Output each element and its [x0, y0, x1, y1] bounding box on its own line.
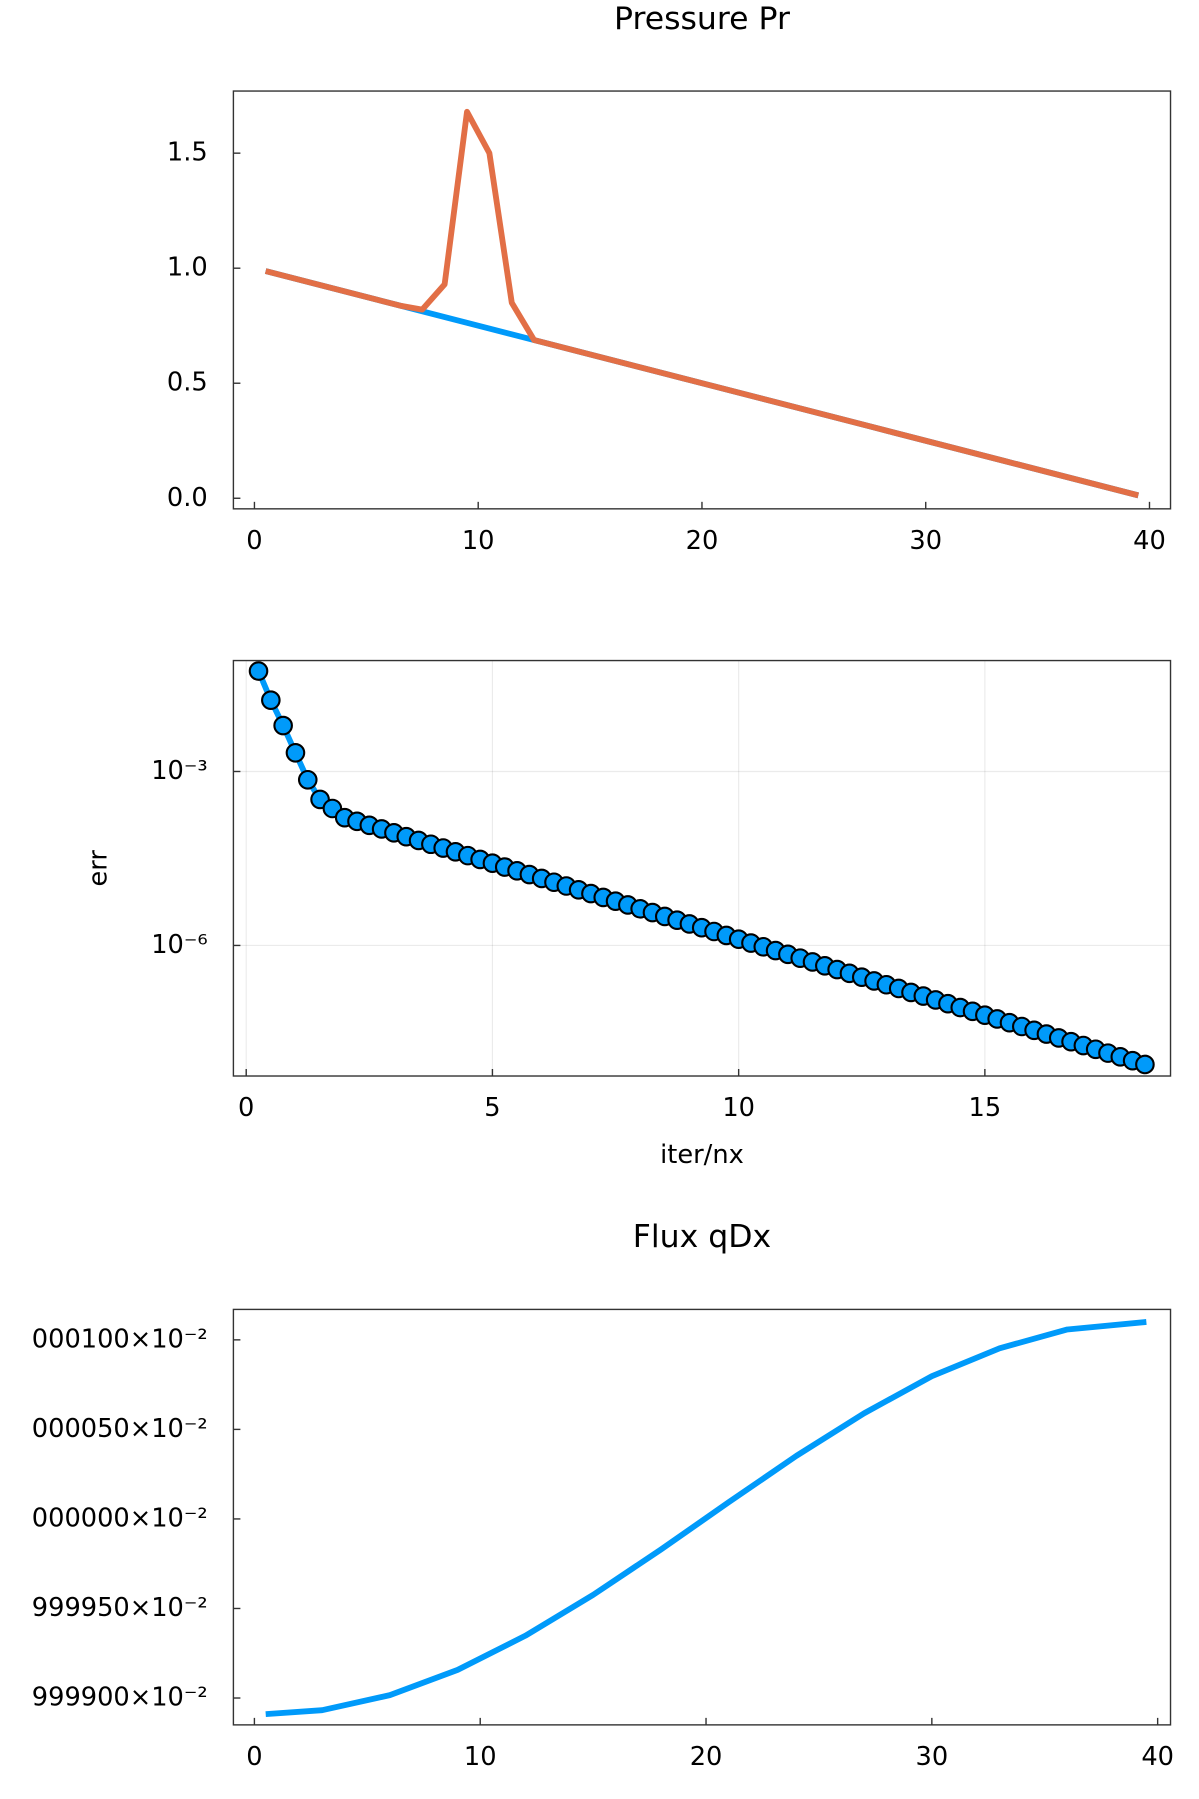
data-point [273, 715, 293, 736]
y-tick-label: 000050×10⁻² [32, 1414, 208, 1444]
x-tick-label: 10 [722, 1093, 755, 1123]
data-point [297, 769, 318, 790]
y-tick-label: 1.0 [167, 253, 208, 283]
x-tick-label: 10 [464, 1742, 497, 1772]
y-tick-label: 999950×10⁻² [32, 1593, 208, 1623]
x-tick-label: 0 [246, 1742, 262, 1772]
chart-title: Pressure Pr [614, 1, 790, 37]
data-point [261, 690, 281, 710]
y-axis-label: err [84, 850, 114, 887]
x-tick-label: 20 [686, 526, 719, 556]
data-line [264, 108, 1140, 499]
data-point [285, 743, 306, 763]
plot-frame [232, 659, 1172, 1077]
x-tick-label: 30 [909, 526, 942, 556]
x-axis-label: iter/nx [660, 1140, 744, 1170]
plot-frame [232, 1308, 1172, 1726]
x-tick-label: 20 [690, 1742, 723, 1772]
y-tick-label: 0.0 [167, 483, 208, 513]
x-tick-label: 40 [1133, 526, 1166, 556]
y-tick-label: 0.5 [167, 368, 208, 398]
y-tick-label: 000000×10⁻² [32, 1503, 208, 1533]
data-line [265, 1319, 1147, 1718]
x-tick-label: 15 [969, 1093, 1002, 1123]
x-tick-label: 30 [916, 1742, 949, 1772]
x-tick-label: 10 [462, 526, 495, 556]
y-tick-label: 10⁻⁶ [151, 930, 207, 960]
chart-title: Flux qDx [633, 1219, 771, 1255]
y-tick-label: 10⁻³ [151, 756, 207, 786]
x-tick-label: 0 [246, 526, 262, 556]
x-tick-label: 40 [1141, 1742, 1174, 1772]
data-point [1135, 1054, 1155, 1075]
x-tick-label: 5 [484, 1093, 500, 1123]
data-point [248, 661, 269, 681]
y-tick-label: 1.5 [167, 138, 208, 168]
data-line [255, 669, 1146, 1068]
y-tick-label: 999900×10⁻² [32, 1683, 208, 1713]
x-tick-label: 0 [238, 1093, 254, 1123]
y-tick-label: 000100×10⁻² [32, 1324, 208, 1354]
